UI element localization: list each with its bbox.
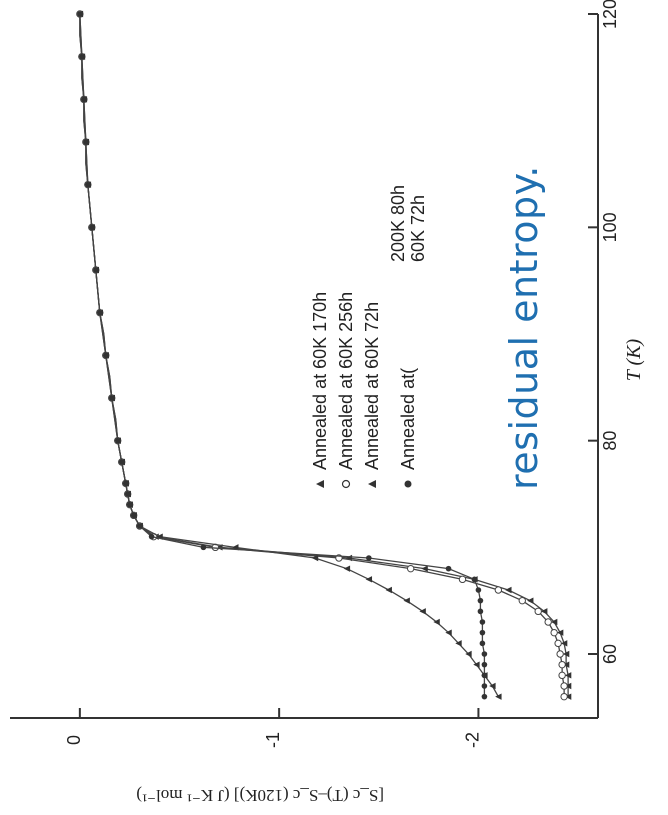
data-point [540, 608, 548, 615]
data-point [556, 650, 564, 658]
y-axis-label: [S_c (T)–S_c (120K)] (J K⁻¹ mol⁻¹) [136, 786, 384, 805]
data-point [421, 565, 428, 572]
data-point [560, 692, 568, 701]
data-point [148, 533, 155, 540]
data-point [455, 640, 462, 647]
data-point [489, 682, 496, 690]
series-line [79, 13, 486, 697]
data-point [96, 309, 103, 316]
data-point [79, 53, 85, 60]
y-tick-label: 0 [64, 735, 84, 745]
data-point [102, 352, 109, 359]
x-tick-label: 80 [600, 431, 620, 451]
data-point [81, 96, 87, 103]
data-point [477, 597, 484, 604]
data-point [550, 628, 558, 637]
data-point [433, 618, 440, 626]
legend-entry: Annealed at 60K 256h [336, 292, 356, 470]
data-point [564, 682, 572, 690]
data-point [126, 501, 133, 508]
data-point [495, 693, 502, 700]
legend-marker [368, 480, 376, 488]
legend-marker [316, 480, 324, 488]
axis-labels: T (K) [S_c (T)–S_c (120K)] (J K⁻¹ mol⁻¹) [136, 338, 645, 805]
data-point [558, 671, 566, 680]
data-point [114, 437, 121, 444]
data-point [477, 608, 484, 615]
data-point [458, 575, 467, 584]
data-point [83, 139, 89, 145]
data-point [200, 544, 207, 551]
data-point [481, 661, 488, 668]
data-point [560, 640, 568, 647]
data-point [85, 181, 91, 188]
data-point [564, 693, 572, 700]
data-point [479, 629, 486, 636]
data-point [479, 619, 486, 625]
data-point [562, 650, 570, 658]
data-point [108, 395, 115, 401]
data-point [518, 596, 526, 605]
data-point [365, 576, 373, 583]
x-axis-label: T (K) [623, 338, 645, 381]
legend-entry-line3: 60K 72h [408, 195, 428, 262]
data-point [118, 459, 125, 465]
data-point [558, 660, 566, 669]
data-point [89, 224, 95, 231]
data-point [481, 651, 488, 657]
data-point [473, 661, 480, 668]
data-point [554, 639, 562, 648]
data-point [475, 587, 482, 593]
data-point [419, 608, 426, 615]
data-point [385, 586, 392, 594]
data-point [403, 597, 410, 604]
axes: 60 80 100 120 0 -1 -2 [10, 0, 620, 748]
data-point [544, 618, 552, 626]
data-point [527, 597, 534, 604]
data-point [560, 682, 568, 690]
data-point [534, 607, 542, 616]
data-point [564, 672, 572, 679]
data-point [77, 11, 83, 17]
data-point [481, 672, 488, 679]
x-tick-label: 100 [600, 212, 620, 242]
data-point [445, 629, 452, 636]
legend-marker [341, 479, 351, 489]
legend-entry: Annealed at 60K 170h [310, 292, 330, 470]
data-point [366, 555, 372, 561]
data-point [562, 661, 570, 668]
data-point [556, 629, 564, 636]
plot-series [76, 10, 572, 701]
y-tick-label: -1 [263, 732, 283, 748]
legend-entry: Annealed at( [398, 368, 418, 470]
data-point [343, 565, 351, 572]
x-tick-label: 120 [600, 0, 620, 29]
data-point [93, 267, 99, 273]
legend-entry: Annealed at 60K 72h [362, 302, 382, 470]
data-point [481, 693, 488, 700]
legend: Annealed at 60K 170h Annealed at 60K 256h… [310, 185, 428, 489]
data-point [124, 491, 131, 497]
data-point [445, 565, 452, 572]
data-point [136, 523, 143, 529]
x-tick-label: 60 [600, 644, 620, 664]
data-point [481, 683, 488, 689]
legend-entry-line2: 200K 80h [388, 185, 408, 262]
legend-marker [404, 480, 412, 488]
series-line [79, 13, 499, 697]
data-point [479, 640, 486, 647]
data-point [311, 554, 319, 562]
data-point [471, 576, 478, 583]
data-point [494, 586, 503, 594]
data-point [130, 512, 137, 519]
data-point [550, 618, 558, 626]
data-point [505, 586, 512, 594]
y-tick-label: -2 [462, 732, 482, 748]
data-point [465, 650, 472, 658]
data-point [122, 480, 129, 487]
data-point [406, 564, 415, 573]
